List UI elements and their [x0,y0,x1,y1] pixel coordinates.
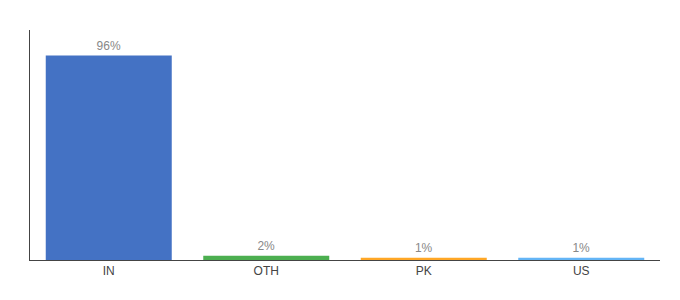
svg-text:2%: 2% [257,239,275,253]
svg-text:1%: 1% [415,241,433,255]
svg-text:96%: 96% [97,39,121,53]
svg-text:PK: PK [416,264,432,278]
svg-text:IN: IN [103,264,115,278]
svg-text:US: US [573,264,590,278]
svg-text:1%: 1% [572,241,590,255]
svg-text:OTH: OTH [254,264,279,278]
